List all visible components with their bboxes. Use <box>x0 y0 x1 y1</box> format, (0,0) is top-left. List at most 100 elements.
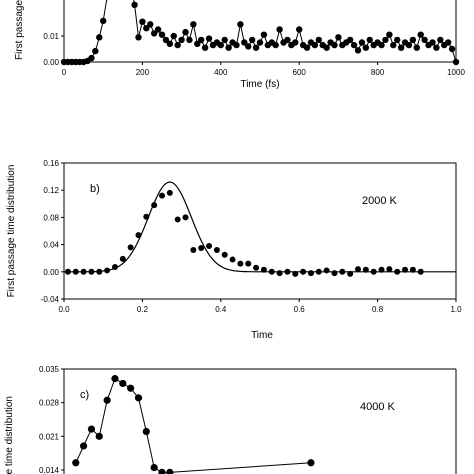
panel-1-x-tick-label: 0.0 <box>58 305 70 314</box>
panel-1-data-point <box>315 268 322 275</box>
panel-0-data-point <box>437 36 444 44</box>
panel-0-data-point <box>260 31 268 38</box>
panel-1-data-point <box>355 266 361 273</box>
panel-0-data-point <box>276 26 283 33</box>
panel-0-data-point <box>194 40 201 47</box>
panel-c-series-line <box>75 377 312 473</box>
panel-1-y-tick-label: 0.12 <box>43 186 59 195</box>
panel-0-data-point <box>100 17 107 25</box>
panel-1-data-point <box>64 268 71 275</box>
panel-0-data-point <box>296 26 303 33</box>
panel-1-data-point <box>362 266 369 273</box>
panel-1-x-tick-label: 0.6 <box>294 305 306 314</box>
panel-0-data-point <box>88 54 95 62</box>
panel-0-data-point <box>358 39 366 46</box>
panel-0-data-point <box>272 41 279 49</box>
panel-1-data-point <box>378 266 385 273</box>
panel-1-data-point <box>229 256 236 263</box>
panel-0-data-point <box>245 43 252 50</box>
panel-2-data-point <box>87 425 96 433</box>
panel-2-data-point <box>134 394 143 402</box>
panel-0-data-point <box>256 39 264 46</box>
panel-0-data-point <box>421 36 428 44</box>
panel-1-data-point <box>331 270 338 277</box>
panel-1-x-tick-label: 0.8 <box>372 305 384 314</box>
panel-0-data-point <box>166 40 174 47</box>
panel-1-data-point <box>300 268 307 275</box>
panel-b-y-axis-label: First passage time distribution <box>6 165 17 298</box>
panel-0-data-point <box>346 36 354 44</box>
panel-2-data-point <box>80 442 88 450</box>
panel-1-data-point <box>182 214 189 221</box>
panel-0-data-point <box>241 39 248 46</box>
panel-0-data-point <box>366 36 373 44</box>
panel-1-data-point <box>276 270 283 277</box>
panel-1-data-point <box>268 268 275 275</box>
panel-b-frame <box>63 162 457 300</box>
panel-0-data-point <box>433 44 440 51</box>
panel-0-data-point <box>139 18 146 25</box>
panel-0-data-point <box>147 21 154 28</box>
panel-0-data-point <box>452 58 460 66</box>
panel-1-data-point <box>370 268 377 275</box>
panel-0-data-point <box>248 36 256 44</box>
panel-2-data-point <box>95 432 103 440</box>
panel-c-label: c) <box>80 389 89 401</box>
panel-1-data-point <box>245 260 252 267</box>
panel-a-x-axis-label: Time (fs) <box>240 79 279 90</box>
panel-c-temperature-label: 4000 K <box>360 401 396 413</box>
panel-0-x-tick-label: 200 <box>136 68 150 77</box>
panel-1-data-point <box>409 266 416 273</box>
panel-1-data-point <box>307 270 314 277</box>
panel-1-data-point <box>119 255 126 262</box>
panel-1-x-tick-label: 0.2 <box>137 305 149 314</box>
panel-1-data-point <box>394 268 401 275</box>
panel-a-series-line <box>64 0 457 63</box>
panel-1-data-point <box>72 268 79 275</box>
panel-0-x-tick-label: 400 <box>214 68 228 77</box>
panel-2-data-point <box>72 459 80 467</box>
panel-2-data-point <box>158 468 166 474</box>
panel-0-data-point <box>190 21 197 28</box>
panel-a-y-axis-label: First passage <box>14 0 25 60</box>
panel-0-data-point <box>397 44 405 51</box>
panel-1-y-tick-label: 0.08 <box>43 213 59 222</box>
panel-0-data-point <box>303 44 311 51</box>
panel-2-y-tick-label: 0.028 <box>39 399 60 408</box>
panel-0-data-point <box>335 34 342 41</box>
panel-2-data-point <box>142 427 150 436</box>
panel-1-data-point <box>260 266 267 273</box>
panel-c: 0.014 0.021 0.028 0.035 c) 4000 K ge time d… <box>4 365 457 474</box>
panel-0-data-point <box>186 36 193 44</box>
panel-0-data-point <box>237 21 244 28</box>
panel-0-data-point <box>201 44 209 51</box>
panel-0-x-tick-label: 1000 <box>447 68 465 77</box>
panel-0-y-tick-label: 0.00 <box>43 58 59 67</box>
panel-1-data-point <box>253 264 260 271</box>
panel-0-data-point <box>390 41 397 49</box>
panel-1-data-point <box>104 267 111 274</box>
panel-0-data-point <box>284 36 291 44</box>
panel-0-data-point <box>135 34 142 41</box>
panel-0-data-point <box>386 31 393 38</box>
panel-1-y-tick-label: 0.04 <box>43 241 59 250</box>
panel-2-data-point <box>307 459 315 467</box>
panel-0-data-point <box>331 41 338 49</box>
panel-1-data-point <box>88 268 95 275</box>
panel-2-data-point <box>166 468 174 474</box>
panel-0-data-point <box>292 39 299 46</box>
panel-2-y-tick-label: 0.021 <box>39 432 60 441</box>
panel-1-data-point <box>198 245 205 251</box>
panel-0-data-point <box>205 35 213 42</box>
panel-2-data-point <box>111 375 119 383</box>
panel-1-data-point <box>80 268 87 275</box>
panel-1-data-point <box>339 268 346 275</box>
panel-1-data-point <box>174 216 181 223</box>
panel-0-data-point <box>143 25 150 32</box>
panel-0-data-point <box>233 41 240 49</box>
panel-0-x-tick-label: 0 <box>62 68 67 77</box>
panel-b-label: b) <box>90 183 100 195</box>
panel-0-data-point <box>174 41 181 49</box>
panel-0-data-point <box>444 39 452 46</box>
